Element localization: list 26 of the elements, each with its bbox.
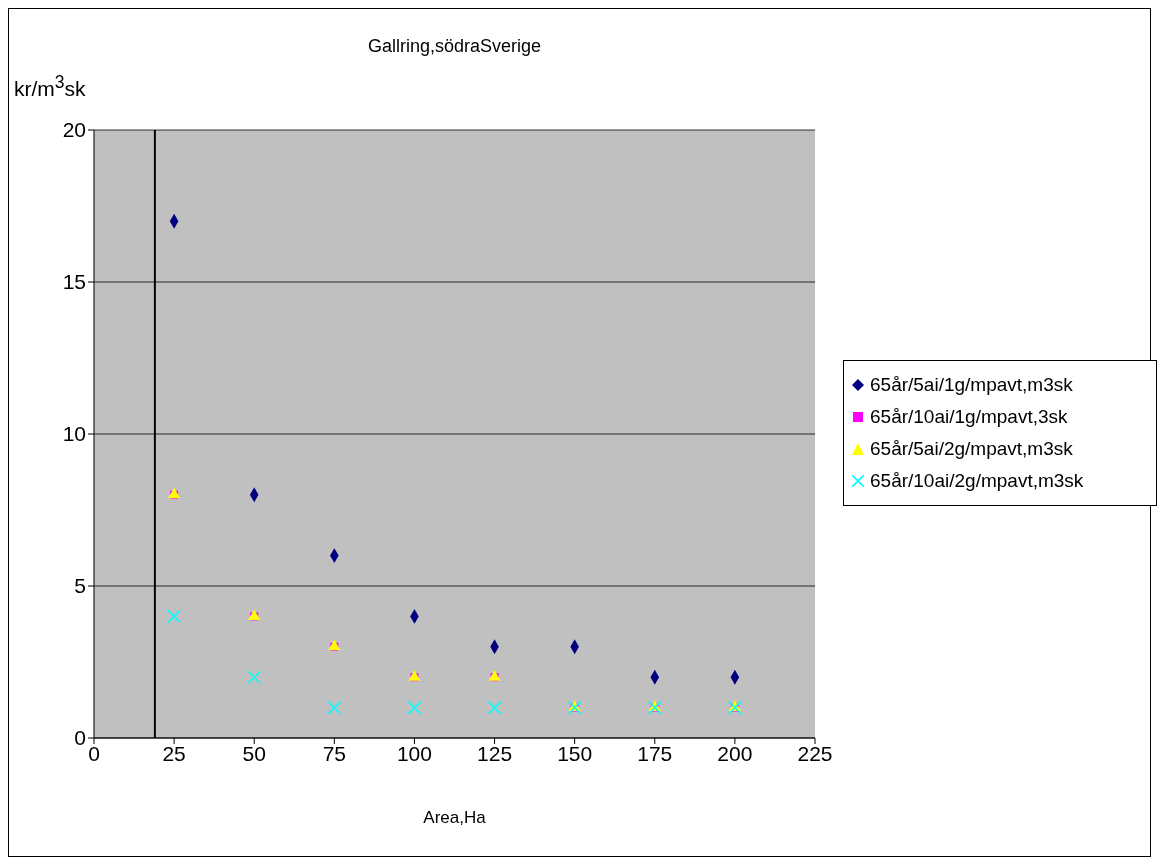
point [167, 609, 181, 624]
point [247, 670, 262, 684]
y-tick-label: 15 [62, 270, 86, 294]
x-tick-label: 50 [242, 741, 266, 765]
chart-title: Gallring,södraSverige [366, 36, 543, 57]
y-tick-label: 5 [74, 574, 86, 598]
point [407, 700, 422, 715]
legend-label: 65år/10ai/1g/mpavt,3sk [870, 405, 1068, 429]
x-tick-label: 25 [162, 741, 186, 765]
x-tick-label: 100 [396, 741, 432, 765]
x-tick-label: 125 [477, 741, 513, 765]
point [487, 700, 502, 715]
y-axis-title: kr/m$^{3}$sk [14, 72, 86, 101]
legend-label: 65år/5ai/1g/mpavt,m3sk [870, 373, 1073, 397]
x-tick-label: 225 [797, 741, 833, 765]
x-tick-label: 75 [322, 741, 347, 765]
y-tick-label: 0 [74, 726, 86, 750]
x-tick-label: 200 [717, 741, 753, 765]
point [327, 700, 342, 715]
x-tick-label: 175 [637, 741, 673, 765]
x-tick-label: 150 [557, 741, 593, 765]
y-tick-label: 20 [62, 118, 86, 142]
x-axis-title: Area,Ha [422, 808, 487, 828]
y-tick-label: 10 [62, 422, 86, 446]
legend-label: 65år/10ai/2g/mpavt,m3sk [870, 469, 1084, 493]
legend-label: 65år/5ai/2g/mpavt,m3sk [870, 437, 1073, 461]
